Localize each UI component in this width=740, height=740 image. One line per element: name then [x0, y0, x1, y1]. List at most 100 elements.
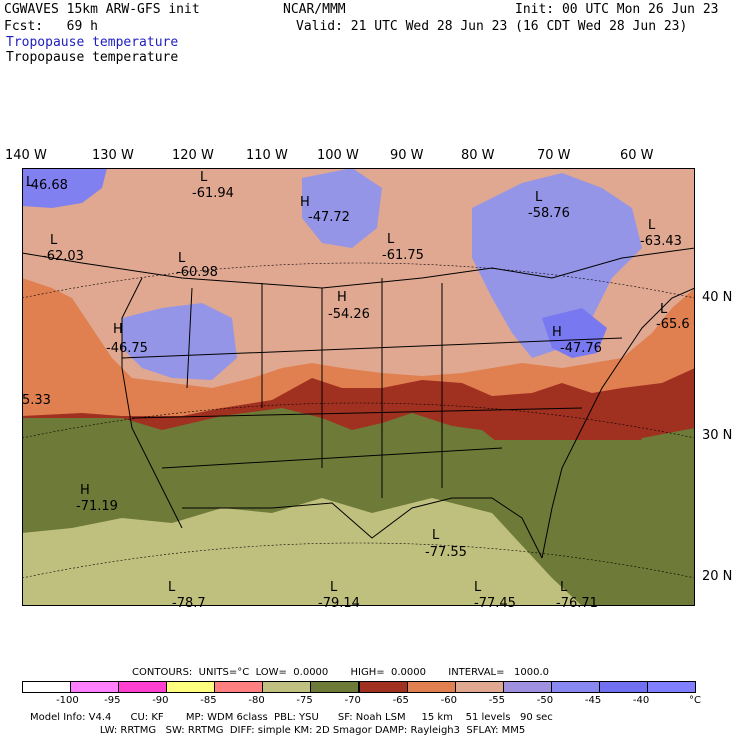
L-marker: L	[200, 170, 208, 185]
value-label: -79.14	[318, 596, 360, 611]
H-marker: H	[552, 325, 562, 340]
L-marker: L	[178, 251, 186, 266]
colorbar-cell	[166, 681, 216, 693]
L-marker: L	[50, 233, 58, 248]
value-label: -63.43	[640, 234, 682, 249]
border-line	[22, 247, 695, 289]
colorbar-tick-label: -100	[56, 695, 79, 706]
colorbar-cell	[70, 681, 120, 693]
colorbar-cell	[118, 681, 168, 693]
west-coastline	[121, 277, 183, 529]
colorbar-cell	[310, 681, 360, 693]
value-label: -71.19	[76, 499, 118, 514]
model-title: CGWAVES 15km ARW-GFS init	[4, 2, 200, 17]
colorbar-tick-label: -85	[200, 695, 217, 706]
forecast-hour: Fcst: 69 h	[4, 19, 98, 34]
value-label: -47.72	[308, 210, 350, 225]
lon-label: 90 W	[390, 148, 424, 163]
lat-label: 30 N	[702, 428, 733, 443]
colorbar-cell	[358, 681, 408, 693]
value-label: -61.75	[382, 248, 424, 263]
model-info-line1: Model Info: V4.4 CU: KF MP: WDM 6class P…	[30, 712, 553, 723]
east-coastline	[541, 287, 695, 559]
blue-patch-nw	[22, 168, 107, 208]
lon-label: 140 W	[5, 148, 47, 163]
value-label: -77.55	[425, 545, 467, 560]
lon-label: 60 W	[620, 148, 654, 163]
lat-label: 20 N	[702, 569, 733, 584]
H-marker: H	[80, 483, 90, 498]
lon-label: 110 W	[246, 148, 288, 163]
colorbar-tick-label: -65	[392, 695, 409, 706]
blue-patch-northeast	[472, 173, 642, 358]
value-label: -77.45	[474, 596, 516, 611]
colorbar-cell	[22, 681, 72, 693]
colorbar-tick-label: -55	[488, 695, 506, 706]
lon-label: 70 W	[537, 148, 571, 163]
value-label: 5.33	[22, 393, 51, 408]
L-marker: L	[330, 580, 338, 595]
colorbar-tick-label: -60	[440, 695, 457, 706]
value-label: -58.76	[528, 206, 570, 221]
L-marker: L	[535, 190, 543, 205]
value-label: -65.6	[656, 317, 690, 332]
colorbar-tick-label: -90	[152, 695, 169, 706]
H-marker: H	[300, 195, 310, 210]
lat-line-30	[22, 402, 695, 439]
value-label: -46.68	[26, 178, 68, 193]
lat-line-20	[22, 542, 695, 579]
state-borders-h	[121, 337, 623, 469]
blue-patch-canada	[302, 168, 382, 248]
gulf-coastline	[182, 497, 543, 559]
value-label: -47.76	[560, 341, 602, 356]
value-label: -62.03	[42, 249, 84, 264]
L-marker: L	[648, 218, 656, 233]
lon-label: 130 W	[92, 148, 134, 163]
colorbar-tick-label: -45	[584, 695, 602, 706]
blue-patch-west	[122, 303, 237, 380]
value-label: -61.94	[192, 186, 234, 201]
L-marker: L	[168, 580, 176, 595]
H-marker: H	[113, 322, 123, 337]
L-marker: L	[387, 232, 395, 247]
colorbar-tick-label: -40	[632, 695, 650, 706]
lon-label: 120 W	[172, 148, 214, 163]
lat-line-40	[22, 262, 695, 299]
state-borders	[186, 278, 443, 498]
blue-patch-mid-atlantic	[542, 308, 607, 358]
colorbar-cell	[214, 681, 264, 693]
value-label: -54.26	[328, 307, 370, 322]
field-name-black: Tropopause temperature	[6, 50, 179, 65]
center-name: NCAR/MMM	[283, 2, 346, 17]
value-label: -46.75	[106, 341, 148, 356]
valid-time: Valid: 21 UTC Wed 28 Jun 23 (16 CDT Wed …	[296, 19, 688, 34]
colorbar-cell	[262, 681, 312, 693]
colorbar-tick-label: °C	[689, 695, 701, 706]
colorbar-cell	[550, 681, 600, 693]
init-time: Init: 00 UTC Mon 26 Jun 23	[515, 2, 719, 17]
colorbar-tick-label: -95	[104, 695, 121, 706]
tropopause-temperature-map	[22, 168, 695, 606]
lon-label: 80 W	[461, 148, 495, 163]
model-info-line2: LW: RRTMG SW: RRTMG DIFF: simple KM: 2D …	[30, 725, 526, 736]
lat-label: 40 N	[702, 290, 733, 305]
L-marker: L	[660, 302, 668, 317]
H-marker: H	[337, 290, 347, 305]
value-label: -76.71	[556, 596, 598, 611]
contours-info: CONTOURS: UNITS=°C LOW= 0.0000 HIGH= 0.0…	[132, 667, 550, 678]
colorbar-tick-label: -70	[344, 695, 361, 706]
colorbar-tick-label: -75	[296, 695, 313, 706]
L-marker: L	[560, 580, 568, 595]
colorbar-tick-label: -80	[248, 695, 265, 706]
colorbar-cell	[598, 681, 648, 693]
colorbar-cell	[646, 681, 696, 693]
colorbar-cell	[502, 681, 552, 693]
field-name-blue: Tropopause temperature	[6, 35, 179, 50]
colorbar-cell	[454, 681, 504, 693]
value-label: -78.7	[172, 596, 206, 611]
L-marker: L	[474, 580, 482, 595]
map-frame	[22, 168, 695, 606]
value-label: -60.98	[176, 265, 218, 280]
band-minus70-b	[22, 408, 695, 606]
L-marker: L	[432, 528, 440, 543]
